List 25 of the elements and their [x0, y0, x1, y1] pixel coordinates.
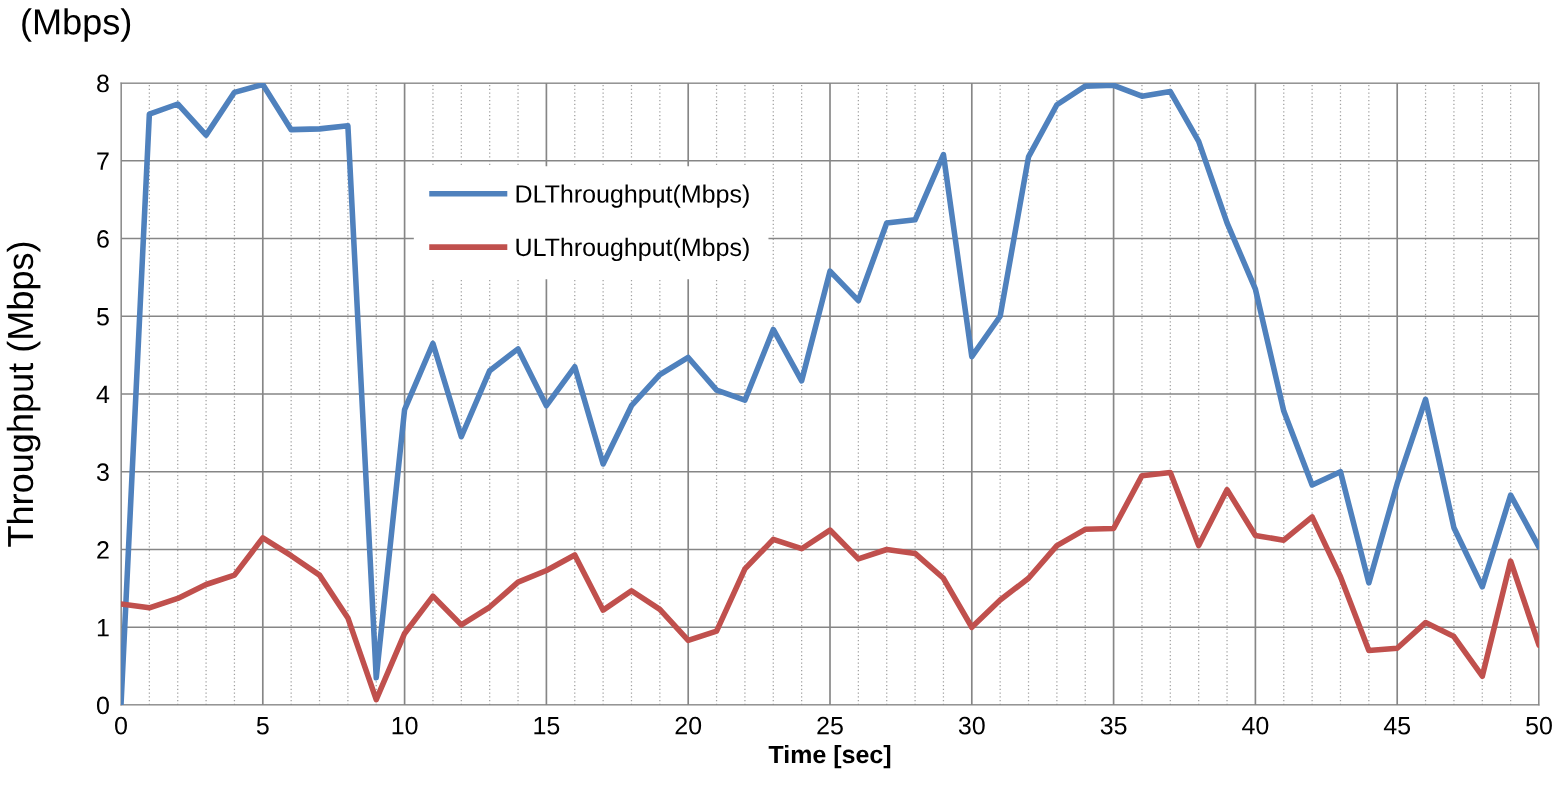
y-tick-label: 2: [97, 541, 109, 559]
x-tick-label: 50: [1526, 716, 1552, 735]
x-axis-title: Time [sec]: [768, 744, 891, 769]
y-axis-title: Throughput (Mbps): [6, 242, 41, 547]
x-tick-label: 15: [534, 717, 560, 735]
y-tick-label: 4: [96, 385, 110, 404]
y-tick-label: 5: [96, 308, 109, 326]
y-tick-label: 3: [96, 463, 109, 482]
y-tick-label: 1: [97, 619, 109, 637]
x-tick-label: 30: [958, 716, 985, 735]
x-tick-label: 10: [392, 716, 418, 735]
x-tick-label: 20: [675, 716, 702, 735]
x-tick-label: 45: [1383, 717, 1411, 735]
text: (Mbps): [22, 8, 131, 42]
legend-label: ULThroughput(Mbps): [516, 237, 749, 262]
x-tick-label: 0: [115, 716, 127, 735]
legend-label: DLThroughput(Mbps): [516, 184, 749, 208]
y-tick-label: 0: [96, 696, 109, 715]
x-tick-label: 5: [256, 717, 269, 735]
x-tick-label: 25: [817, 716, 843, 735]
y-tick-label: 7: [97, 152, 109, 170]
y-tick-label: 8: [97, 74, 109, 93]
x-tick-label: 40: [1242, 716, 1269, 735]
y-tick-label: 6: [97, 230, 109, 248]
x-tick-label: 35: [1100, 716, 1127, 735]
